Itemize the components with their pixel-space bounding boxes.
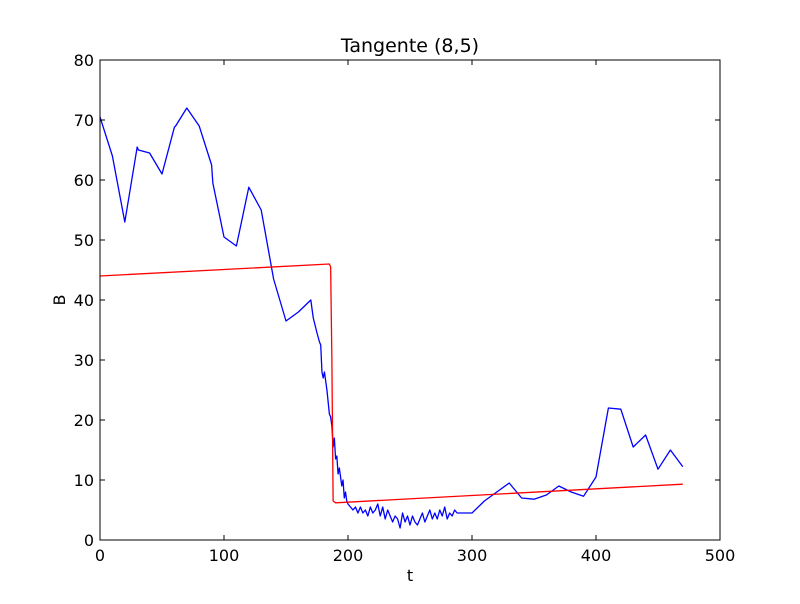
plot-area xyxy=(100,60,720,540)
series-layer xyxy=(99,107,684,529)
x-tick-label: 500 xyxy=(705,546,736,565)
chart-title: Tangente (8,5) xyxy=(340,35,479,57)
series-line-1 xyxy=(99,107,684,529)
y-tick-label: 80 xyxy=(74,51,94,70)
y-tick-label: 10 xyxy=(74,471,94,490)
x-tick-label: 0 xyxy=(95,546,105,565)
y-tick-label: 50 xyxy=(74,231,94,250)
x-axis-label: t xyxy=(407,566,413,585)
y-tick-label: 30 xyxy=(74,351,94,370)
y-tick-label: 60 xyxy=(74,171,94,190)
y-tick-label: 40 xyxy=(74,291,94,310)
x-tick-label: 400 xyxy=(581,546,612,565)
x-tick-label: 200 xyxy=(333,546,364,565)
y-tick-label: 70 xyxy=(74,111,94,130)
x-tick-label: 300 xyxy=(457,546,488,565)
series-line-2 xyxy=(99,263,683,504)
x-tick-label: 100 xyxy=(209,546,240,565)
axes-layer: 0 100 200 300 400 500 0 10 20 30 40 50 60 70 80 xyxy=(74,51,736,565)
plot-background xyxy=(100,60,720,540)
y-axis-label: B xyxy=(50,295,69,306)
y-tick-label: 0 xyxy=(84,531,94,550)
y-tick-label: 20 xyxy=(74,411,94,430)
